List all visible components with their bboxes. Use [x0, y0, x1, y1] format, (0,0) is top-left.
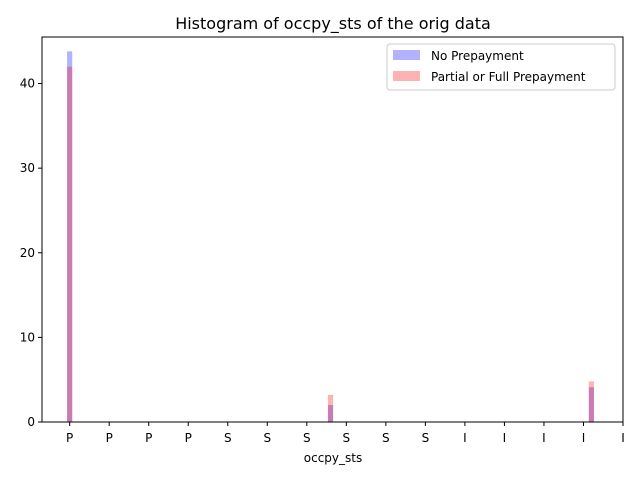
x-tick-label: S [263, 431, 271, 445]
x-tick-label: S [422, 431, 430, 445]
x-tick-label: I [463, 431, 467, 445]
x-tick-label: P [106, 431, 113, 445]
y-tick-label: 30 [20, 161, 35, 175]
legend: No Prepayment Partial or Full Prepayment [386, 43, 616, 91]
legend-label-no-prepayment: No Prepayment [431, 49, 524, 63]
bar-prepayment-0 [67, 66, 73, 422]
x-tick-label: S [382, 431, 390, 445]
y-tick-label: 40 [20, 77, 35, 91]
y-tick-label: 0 [27, 415, 35, 429]
x-tick-label: I [582, 431, 586, 445]
x-tick-label: S [343, 431, 351, 445]
x-tick-label: S [224, 431, 232, 445]
bar-prepayment-2 [588, 381, 594, 422]
bar-no-prepayment-1 [327, 405, 334, 422]
chart-title: Histogram of occpy_sts of the orig data [175, 14, 491, 34]
x-tick-label: P [145, 431, 152, 445]
legend-label-prepayment: Partial or Full Prepayment [431, 70, 586, 84]
y-tick-label: 20 [20, 246, 35, 260]
x-tick-label: I [503, 431, 507, 445]
y-axis: 0 10 20 30 40 [20, 77, 42, 429]
x-tick-label: I [621, 431, 625, 445]
bar-no-prepayment-0 [67, 51, 73, 423]
legend-swatch-prepayment [393, 71, 420, 81]
x-tick-label: S [303, 431, 311, 445]
x-tick-label: P [66, 431, 73, 445]
y-tick-label: 10 [20, 330, 35, 344]
x-tick-label: I [542, 431, 546, 445]
x-axis-label: occpy_sts [304, 451, 362, 465]
legend-swatch-no-prepayment [393, 50, 420, 60]
bars-layer [67, 51, 594, 423]
legend-box [386, 43, 616, 91]
bar-prepayment-1 [327, 394, 334, 422]
plot-frame [41, 36, 624, 423]
x-tick-label: P [185, 431, 192, 445]
bar-no-prepayment-2 [588, 387, 594, 422]
